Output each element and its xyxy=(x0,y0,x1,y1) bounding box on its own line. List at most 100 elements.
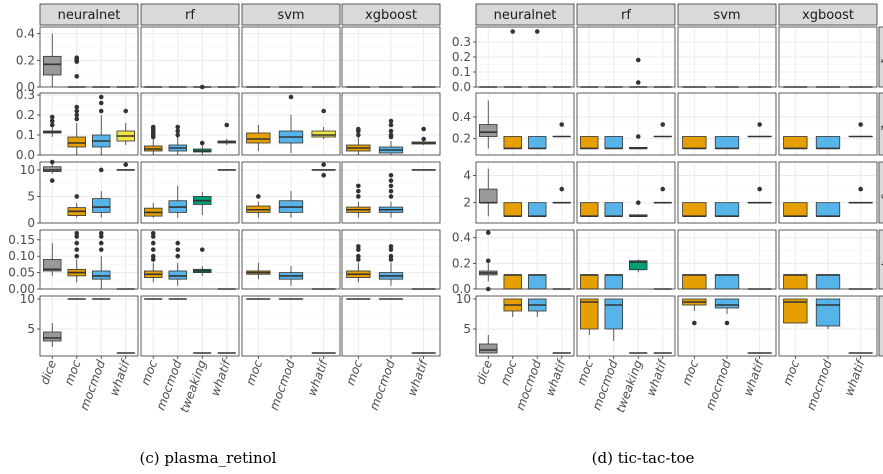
x-tick-label-whatif: whatif xyxy=(405,357,431,398)
outlier-point xyxy=(74,247,80,252)
box-mocmod xyxy=(714,136,740,150)
panel-border xyxy=(341,26,441,88)
outlier-point xyxy=(74,74,80,79)
box-iqr xyxy=(479,188,498,204)
panel-svm-o4 xyxy=(677,229,777,290)
outlier-point xyxy=(510,29,516,34)
panel-svm-count xyxy=(241,295,341,357)
strip-svm xyxy=(677,3,777,26)
x-tick-label-moc: moc xyxy=(498,358,520,387)
box-mocmod xyxy=(378,118,404,155)
box-moc xyxy=(682,136,707,150)
panel-neuralnet-o2 xyxy=(475,92,575,156)
box-iqr xyxy=(503,202,522,217)
panel-xgboost-count xyxy=(778,295,878,357)
outlier-point xyxy=(74,112,80,118)
box-moc xyxy=(246,194,271,218)
box-moc xyxy=(503,202,522,218)
y-tick-label: 4 xyxy=(463,169,471,183)
panel-background xyxy=(141,93,239,155)
x-tick-label-mocmod: mocmod xyxy=(703,358,734,412)
x-tick-label-whatif: whatif xyxy=(305,357,331,398)
outlier-point xyxy=(858,122,863,127)
panel-rf-o4 xyxy=(140,229,240,290)
box-tweaking xyxy=(629,134,648,150)
outlier-point xyxy=(98,167,104,173)
box-iqr xyxy=(246,132,271,144)
panel-neuralnet-o3 xyxy=(475,161,575,224)
box-tweaking xyxy=(629,200,648,218)
box-iqr xyxy=(92,270,111,280)
outlier-point xyxy=(858,186,863,192)
box-mocmod xyxy=(604,274,623,290)
box-iqr xyxy=(43,55,62,76)
outlier-point xyxy=(49,114,55,120)
x-tick-label-whatif: whatif xyxy=(644,357,670,398)
panel-border xyxy=(576,229,676,290)
panel-rf-o2 xyxy=(140,92,240,156)
x-tick-label-dice: dice xyxy=(473,358,495,386)
box-moc xyxy=(783,202,808,218)
outlier-point xyxy=(388,183,394,189)
panel-background xyxy=(40,93,138,155)
box-iqr xyxy=(168,270,187,280)
strip-rf xyxy=(576,3,676,26)
box-dice xyxy=(43,243,62,276)
box-moc xyxy=(783,274,808,290)
box-iqr xyxy=(528,136,547,149)
box-iqr xyxy=(682,136,707,149)
x-tick-label-moc: moc xyxy=(138,358,160,387)
panel-background xyxy=(40,162,138,223)
box-whatif xyxy=(217,122,236,145)
outlier-point xyxy=(321,172,326,178)
x-tick-label-whatif: whatif xyxy=(543,357,569,398)
box-whatif xyxy=(848,122,873,138)
panel-border xyxy=(241,161,341,224)
box-iqr xyxy=(604,202,623,217)
panel-neuralnet-count xyxy=(39,295,139,357)
box-iqr xyxy=(580,202,599,217)
outlier-point xyxy=(356,126,361,132)
y-tick-label: 0.1 xyxy=(452,65,471,79)
strip-rf xyxy=(140,3,240,26)
outlier-point xyxy=(534,29,540,34)
y-tick-label: 0.3 xyxy=(452,35,471,49)
outlier-point xyxy=(757,186,762,192)
box-mocmod xyxy=(815,274,841,290)
box-dice xyxy=(479,335,498,354)
outlier-point xyxy=(356,188,361,194)
panel-border xyxy=(241,92,341,156)
box-mocmod xyxy=(278,191,304,218)
panel-border xyxy=(241,26,341,88)
box-iqr xyxy=(783,298,808,324)
panel-border xyxy=(341,161,441,224)
panel-background xyxy=(476,93,574,155)
strip-neuralnet xyxy=(39,3,139,26)
y-tick-label: 0.1 xyxy=(16,128,35,142)
panel-border xyxy=(576,92,676,156)
outlier-point xyxy=(175,240,181,246)
panel-rf-o4 xyxy=(576,229,676,290)
panel-svm-o3 xyxy=(677,161,777,224)
panel-rf-o3 xyxy=(576,161,676,224)
box-whatif xyxy=(747,186,772,204)
outlier-point xyxy=(635,134,641,139)
box-iqr xyxy=(311,130,336,138)
panel-border xyxy=(140,161,240,224)
x-tick-label-whatif: whatif xyxy=(741,357,767,398)
outlier-point xyxy=(388,247,394,252)
outlier-point xyxy=(175,253,181,259)
panel-svm-o3 xyxy=(241,161,341,224)
x-tick-label-moc: moc xyxy=(343,358,365,387)
outlier-point xyxy=(635,57,641,63)
box-tweaking xyxy=(193,192,212,216)
y-tick-label: 0.3 xyxy=(16,88,35,102)
panel-xgboost-o2 xyxy=(341,92,441,156)
row-strip-o2 xyxy=(878,92,883,156)
panel-border xyxy=(39,229,139,290)
box-iqr xyxy=(43,331,62,342)
panel-border xyxy=(140,229,240,290)
box-moc xyxy=(783,298,808,324)
box-iqr xyxy=(580,136,599,149)
strip-label-neuralnet: neuralnet xyxy=(58,8,121,23)
